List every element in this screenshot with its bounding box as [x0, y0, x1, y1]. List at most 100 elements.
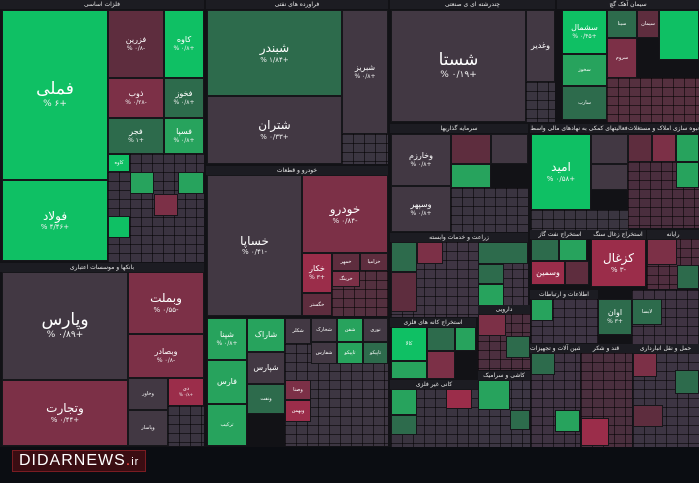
tile-oil-small[interactable]: [531, 239, 559, 261]
tile-sugar-small[interactable]: [581, 418, 609, 446]
tile-metal-ore-small[interactable]: [427, 327, 455, 351]
tile-telecom-small[interactable]: [531, 299, 553, 321]
tile-sarv[interactable]: سروم: [607, 38, 637, 78]
tile-ouman[interactable]: اوان % ۳+: [598, 299, 632, 335]
tile-ceramic-small[interactable]: [510, 410, 530, 430]
tile-khrinag[interactable]: خرینگ: [332, 271, 360, 287]
tile-realestate-small[interactable]: [676, 162, 699, 188]
tile-vapars[interactable]: وپارس % ۰/۸۹+: [2, 272, 128, 380]
tile-khekar[interactable]: خکار % ۳+: [302, 253, 332, 293]
tile-khasapa[interactable]: خساپا % ۰/۴۱-: [207, 175, 302, 316]
tile-tarkib[interactable]: ترکیب: [207, 404, 247, 446]
tile-vkhavar[interactable]: وخاور: [128, 378, 168, 410]
tile-vkharazm[interactable]: وخارزم % ۰/۸+: [391, 134, 451, 186]
tile-electrical-small[interactable]: [531, 353, 555, 375]
tile-foolad[interactable]: فولاد % ۴/۴۶+: [2, 180, 108, 261]
tile-vasaderat[interactable]: وبصادر % ۰/۸-: [128, 334, 204, 378]
tile-financial-small[interactable]: [591, 134, 628, 164]
tile-shekolr[interactable]: شکلر: [285, 318, 311, 344]
tile-fajr[interactable]: فجر % ۱+: [108, 118, 164, 154]
tile-small-metal[interactable]: [108, 216, 130, 238]
tile-dey[interactable]: دی % ۰/۸+: [168, 378, 204, 406]
tile-realestate-small[interactable]: [676, 134, 699, 162]
tile-fakhooz[interactable]: فخوز % ۰/۸+: [164, 78, 204, 118]
tile-sinai[interactable]: سینا: [607, 10, 637, 38]
tile-vabmellat[interactable]: وبملت % ۰/۵۵-: [128, 272, 204, 334]
tile-vsepehr[interactable]: وسپهر % ۰/۸+: [391, 186, 451, 232]
tile-tamin[interactable]: تاپیکو: [363, 342, 388, 364]
tile-small-metal[interactable]: [130, 172, 154, 194]
tile-oil-small[interactable]: [559, 239, 587, 261]
tile-fazar[interactable]: فزرین % ۰/۸-: [108, 10, 164, 78]
tile-investment-small[interactable]: [451, 164, 491, 188]
tile-kalbehar[interactable]: کالا: [391, 327, 427, 361]
tile-zob[interactable]: ذوب % ۰/۲۸-: [108, 78, 164, 118]
tile-transport-small[interactable]: [633, 353, 657, 377]
tile-taban[interactable]: تاپیکو: [337, 342, 363, 364]
tile-financial-small[interactable]: [591, 164, 628, 190]
tile-fameli[interactable]: فملی % ۶+: [2, 10, 108, 180]
tile-small-metal[interactable]: [178, 172, 204, 194]
tile-lapsa[interactable]: لابسا: [632, 299, 662, 325]
tile-fars[interactable]: فارس: [207, 360, 247, 404]
tile-vehmat[interactable]: وبهمن: [285, 400, 311, 422]
tile-shekhazar[interactable]: شخارک: [311, 318, 337, 342]
tile-sharad[interactable]: شاراک: [247, 318, 285, 352]
tile-vatejarat[interactable]: وتجارت % ۰/۴۴+: [2, 380, 128, 446]
tile-seman[interactable]: سیمان: [637, 10, 659, 38]
tile-agri-small[interactable]: [478, 264, 504, 284]
tile-computer-small[interactable]: [677, 265, 699, 289]
tile-agri-small[interactable]: [391, 272, 417, 312]
tile-metal-ore-small[interactable]: [391, 361, 427, 379]
tile-transport-small[interactable]: [633, 405, 663, 427]
tile-small-metal[interactable]: [154, 194, 178, 216]
tile-agri-small[interactable]: [391, 242, 417, 272]
tile-khzamia[interactable]: خزامیا: [360, 253, 388, 271]
tile-pharma-small[interactable]: [478, 314, 506, 336]
tile-shapna[interactable]: شپنا % ۰/۸+: [207, 318, 247, 360]
tile-ceramic-small[interactable]: [478, 380, 510, 410]
tile-khodro[interactable]: خودرو % ۰/۸۴-: [302, 175, 388, 253]
tile-ventoz[interactable]: ونفت: [247, 384, 285, 414]
tile-shetran[interactable]: شتران % ۰/۳۳+: [207, 96, 342, 164]
tile-pharma-small[interactable]: [506, 336, 530, 358]
tile-metal-ore-small[interactable]: [455, 327, 476, 351]
tile-kazghal[interactable]: کزغال % ۳-: [591, 239, 646, 287]
tile-khoodro2[interactable]: خگستر: [302, 293, 332, 316]
tile-shasta[interactable]: شستا % ۰/۱۹+: [391, 10, 526, 122]
tile-vapasar[interactable]: وپاسار: [128, 410, 168, 446]
tile-omid[interactable]: امید % ۰/۵۸+: [531, 134, 591, 210]
tile-agri-small[interactable]: [478, 242, 528, 264]
tile-vsanat[interactable]: وصنا: [285, 380, 311, 400]
tile-shefan2[interactable]: شفارس: [311, 342, 337, 364]
tile-khemehr[interactable]: خمهر: [332, 253, 360, 271]
tile-cement-small[interactable]: [659, 10, 699, 60]
site-logo[interactable]: DIDARNEWS.ir: [12, 450, 147, 472]
tile-realestate-small[interactable]: [652, 134, 676, 162]
tile-investment-small[interactable]: [491, 134, 528, 164]
tile-shepars[interactable]: شپارس: [247, 352, 285, 384]
tile-electrical-small[interactable]: [555, 410, 580, 432]
tile-mineral-small[interactable]: [391, 415, 417, 435]
tile-kaveh2[interactable]: کاوه: [108, 154, 130, 172]
tile-sekhooz[interactable]: سخوز: [562, 54, 607, 86]
tile-kaveh[interactable]: کاوه % ۰/۸+: [164, 10, 204, 78]
tile-vaghadir[interactable]: وغدیر: [526, 10, 555, 82]
tile-shebriz[interactable]: شبریز % ۰/۸+: [342, 10, 388, 134]
tile-shebandar[interactable]: شبندر % ۱/۸۴+: [207, 10, 342, 96]
tile-investment-small[interactable]: [451, 134, 491, 164]
tile-transport-small[interactable]: [675, 370, 699, 394]
tile-oil-small[interactable]: [565, 261, 589, 285]
tile-agri-small[interactable]: [417, 242, 443, 264]
tile-shefan[interactable]: شفن: [337, 318, 363, 342]
tile-computer-small[interactable]: [647, 239, 677, 265]
tile-metal-ore-small[interactable]: [427, 351, 455, 379]
tile-faspahan[interactable]: فسپا % ۰/۸+: [164, 118, 204, 154]
tile-mineral-small[interactable]: [446, 389, 472, 409]
tile-nouri[interactable]: نوری: [363, 318, 388, 342]
tile-sarab[interactable]: سارب: [562, 86, 607, 120]
tile-simnan[interactable]: سشمال % ۰/۴۵+: [562, 10, 607, 54]
tile-vesmin[interactable]: وسمین: [531, 261, 565, 285]
tile-realestate-small[interactable]: [628, 134, 652, 162]
tile-mineral-small[interactable]: [391, 389, 417, 415]
